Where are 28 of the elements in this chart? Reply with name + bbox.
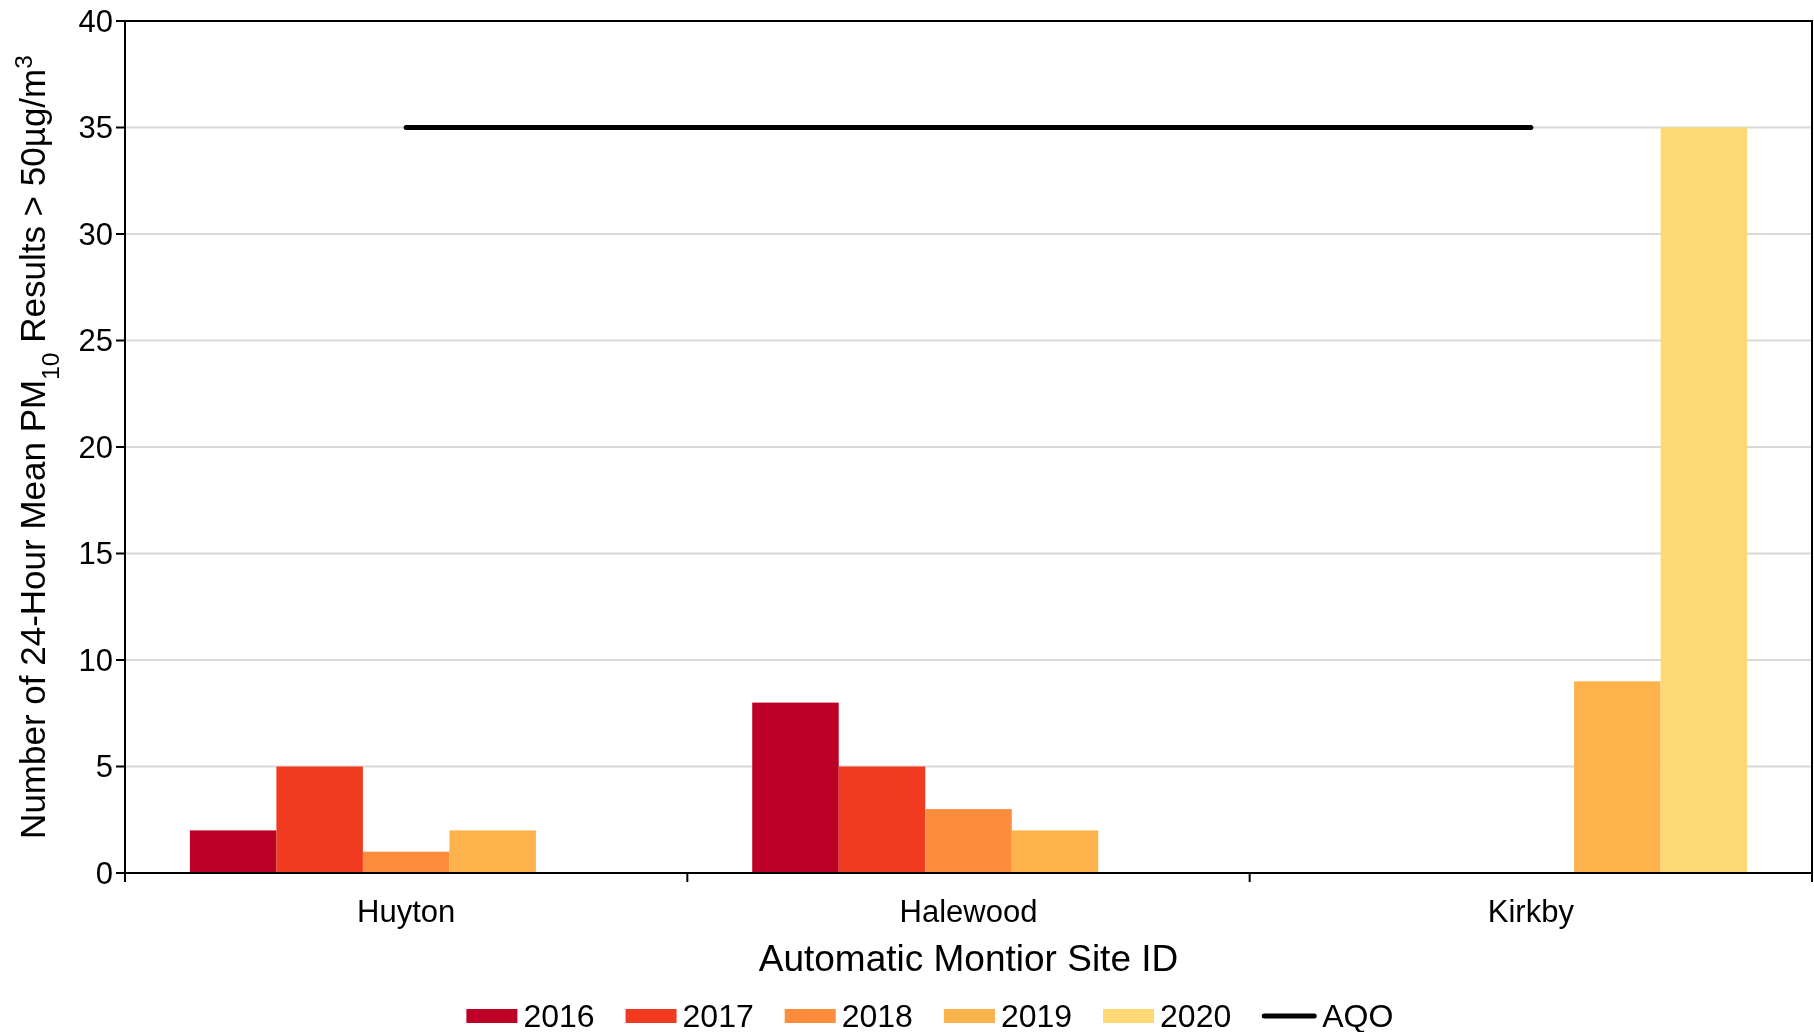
x-axis-title: Automatic Montior Site ID — [758, 938, 1179, 979]
y-tick-label: 40 — [78, 3, 113, 39]
legend-label: 2019 — [1000, 998, 1073, 1032]
x-tick-label: Huyton — [357, 894, 456, 929]
bar — [1011, 830, 1099, 873]
bar — [362, 851, 450, 873]
y-tick-label: 10 — [78, 642, 113, 678]
bar — [925, 809, 1012, 873]
y-tick-label: 25 — [78, 323, 113, 359]
y-tick-label: 35 — [78, 110, 113, 146]
y-tick-label: 30 — [78, 216, 113, 252]
y-tick-label: 0 — [95, 855, 113, 891]
bar — [838, 766, 926, 873]
y-tick-label: 20 — [78, 429, 113, 465]
x-tick-label: Kirkby — [1487, 894, 1575, 929]
legend-label: 2016 — [523, 998, 595, 1032]
bar — [276, 766, 363, 873]
bar — [1660, 127, 1748, 873]
bar — [189, 830, 277, 873]
x-tick-label: Halewood — [899, 894, 1038, 929]
legend-label: 2018 — [841, 998, 913, 1032]
bar — [449, 830, 536, 873]
legend-label: 2017 — [682, 998, 754, 1032]
y-tick-label: 5 — [95, 749, 113, 785]
y-tick-label: 15 — [78, 536, 113, 572]
legend-label: 2020 — [1160, 998, 1232, 1032]
bar — [752, 702, 839, 873]
bar — [1574, 681, 1661, 873]
